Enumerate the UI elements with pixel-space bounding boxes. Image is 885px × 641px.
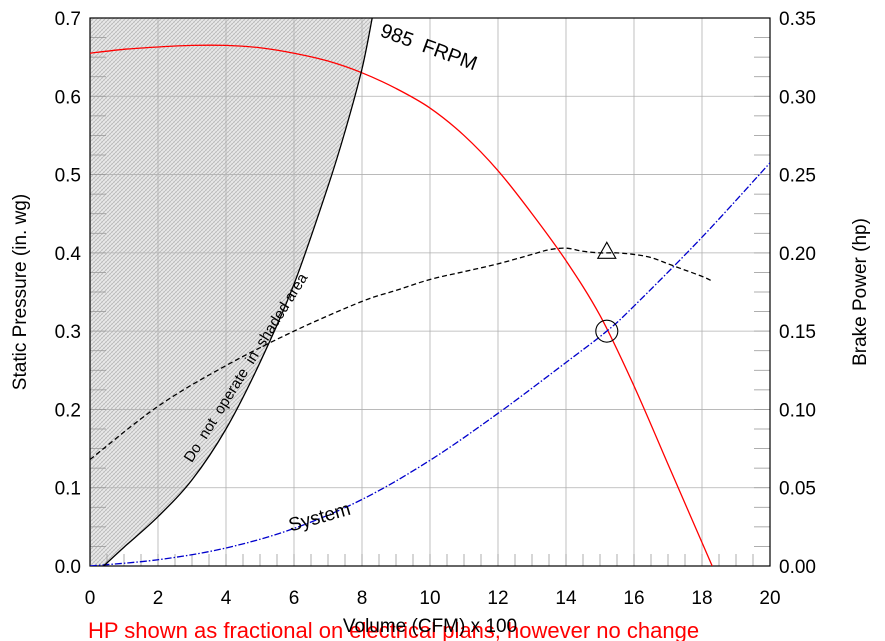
series-layer xyxy=(90,18,770,566)
system-line xyxy=(90,162,770,566)
x-axis-title: Volume (CFM) x 100 xyxy=(343,616,517,637)
y2-axis-title: Brake Power (hp) xyxy=(850,218,871,366)
y-tick-label: 0.6 xyxy=(55,87,81,108)
y-axis-title: Static Pressure (in. wg) xyxy=(10,194,31,390)
y-tick-label: 0.5 xyxy=(55,166,81,187)
x-tick-label: 6 xyxy=(289,588,300,609)
x-tick-label: 14 xyxy=(555,588,577,609)
y2-tick-label: 0.25 xyxy=(779,166,816,187)
y2-tick-label: 0.05 xyxy=(779,479,816,500)
y-tick-labels: 0.0 0.1 0.2 0.3 0.4 0.5 0.6 0.7 xyxy=(55,9,82,578)
stall-boundary-line xyxy=(103,18,373,566)
x-tick-label: 12 xyxy=(487,588,508,609)
y2-tick-labels: 0.00 0.05 0.10 0.15 0.20 0.25 0.30 0.35 xyxy=(779,9,816,578)
footer-note: HP shown as fractional on electrical pla… xyxy=(88,618,699,641)
y-tick-label: 0.3 xyxy=(55,322,81,343)
y2-tick-label: 0.20 xyxy=(779,244,816,265)
grid-lines xyxy=(90,18,770,566)
y2-tick-label: 0.10 xyxy=(779,400,816,421)
x-tick-label: 20 xyxy=(759,588,780,609)
stall-region-shading xyxy=(90,18,373,566)
brake-power-line xyxy=(90,247,713,461)
x-tick-label: 8 xyxy=(357,588,368,609)
y2-tick-label: 0.30 xyxy=(779,87,816,108)
y2-tick-label: 0.15 xyxy=(779,322,816,343)
x-tick-label: 4 xyxy=(221,588,232,609)
x-tick-label: 10 xyxy=(419,588,440,609)
x-tick-labels: 0 2 4 6 8 10 12 14 16 18 20 xyxy=(85,588,781,609)
985-frpm-line xyxy=(90,44,713,566)
y-tick-label: 0.2 xyxy=(55,400,81,421)
y-tick-label: 0.7 xyxy=(55,9,81,30)
brake-power-marker xyxy=(596,241,617,259)
y2-tick-label: 0.35 xyxy=(779,9,816,30)
y2-tick-label: 0.00 xyxy=(779,557,816,578)
y-tick-label: 0.4 xyxy=(55,244,82,265)
plot-frame xyxy=(89,17,771,567)
x-tick-label: 2 xyxy=(153,588,164,609)
x-tick-label: 16 xyxy=(623,588,644,609)
marker-layer xyxy=(595,241,619,343)
operating-point-marker xyxy=(595,319,619,343)
y-tick-label: 0.0 xyxy=(55,557,81,578)
x-tick-label: 18 xyxy=(691,588,712,609)
x-tick-label: 0 xyxy=(85,588,96,609)
y-tick-label: 0.1 xyxy=(55,479,81,500)
